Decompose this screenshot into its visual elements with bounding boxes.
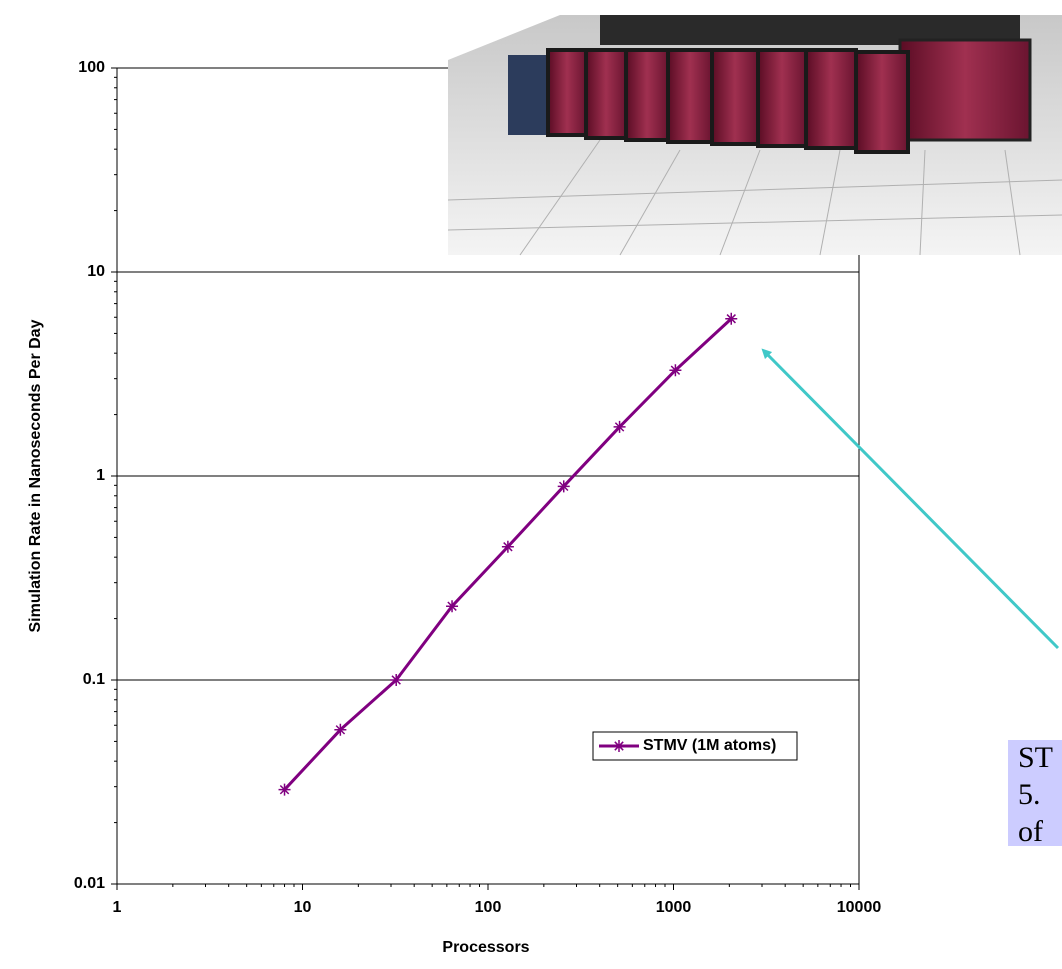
point-marker <box>669 364 682 377</box>
x-tick-label: 100 <box>475 899 502 916</box>
x-tick-label: 10000 <box>837 899 882 916</box>
annotation-line: of <box>1018 815 1043 848</box>
y-axis-label: Simulation Rate in Nanoseconds Per Day <box>27 319 44 632</box>
point-marker <box>501 540 514 553</box>
annotation-bg <box>1008 740 1062 846</box>
point-marker <box>613 420 626 433</box>
supercomputer-photo <box>447 15 1062 256</box>
annotation-box: ST 5. of <box>1008 740 1062 848</box>
x-tick-label: 1 <box>113 899 122 916</box>
point-marker <box>557 480 570 493</box>
y-tick-label: 10 <box>87 263 105 280</box>
arrow <box>761 348 1060 650</box>
annotation-line: ST <box>1018 741 1053 774</box>
x-tick-label: 10 <box>294 899 312 916</box>
point-marker <box>334 723 347 736</box>
annotation-line: 5. <box>1018 778 1041 811</box>
y-tick-label: 0.1 <box>83 671 105 688</box>
chart: Processors Simulation Rate in Nanosecond… <box>27 59 881 956</box>
y-tick-label: 100 <box>78 59 105 76</box>
legend-label: STMV (1M atoms) <box>643 737 776 754</box>
legend-marker <box>613 740 625 752</box>
point-marker <box>725 312 738 325</box>
point-marker <box>278 783 291 796</box>
y-tick-label: 0.01 <box>74 875 105 892</box>
y-tick-label: 1 <box>96 467 105 484</box>
point-marker <box>446 600 459 613</box>
x-axis-label: Processors <box>442 939 529 956</box>
point-marker <box>390 674 403 686</box>
series-line <box>283 317 733 791</box>
x-tick-label: 1000 <box>656 899 692 916</box>
